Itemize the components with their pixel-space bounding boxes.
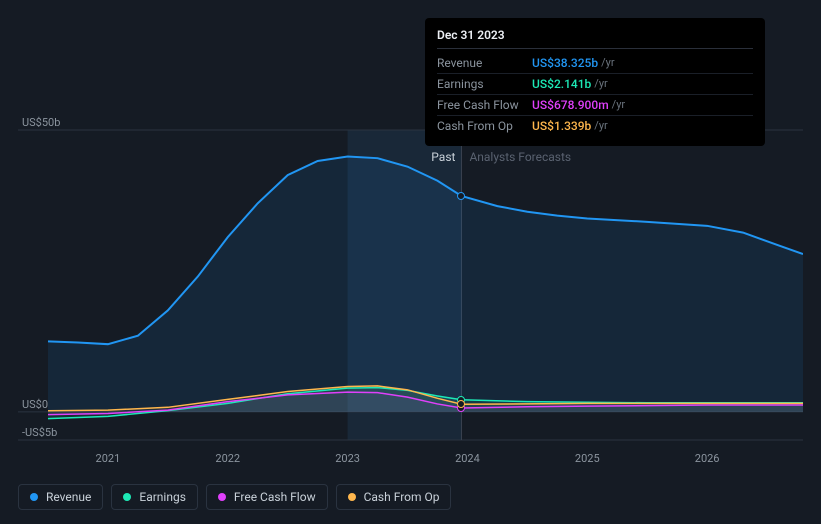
legend-item-label: Cash From Op: [364, 490, 440, 504]
legend-dot-icon: [218, 493, 226, 501]
tooltip-row-value: US$38.325b: [532, 56, 598, 70]
x-axis-label: 2023: [335, 452, 360, 465]
x-axis-label: 2021: [96, 452, 121, 465]
x-axis-labels: 2021 2022 2023 2024 2025 2026: [18, 452, 803, 468]
tooltip-date: Dec 31 2023: [437, 28, 753, 49]
legend-dot-icon: [123, 493, 131, 501]
x-axis-label: 2024: [455, 452, 480, 465]
y-axis-label: US$50b: [22, 116, 60, 129]
tooltip-row-value: US$1.339b: [532, 119, 591, 133]
legend-item-cfo[interactable]: Cash From Op: [336, 484, 452, 510]
tooltip-row-value: US$678.900m: [532, 98, 609, 112]
legend-item-label: Revenue: [46, 490, 91, 504]
series-marker-revenue: [457, 192, 465, 200]
past-section-label: Past: [431, 150, 455, 164]
tooltip-row-unit: /yr: [594, 119, 607, 133]
tooltip-row-label: Earnings: [437, 77, 532, 91]
tooltip-row: Free Cash FlowUS$678.900m/yr: [437, 95, 753, 116]
x-axis-label: 2025: [575, 452, 600, 465]
tooltip-row-label: Revenue: [437, 56, 532, 70]
tooltip-row-label: Free Cash Flow: [437, 98, 532, 112]
legend-item-label: Earnings: [139, 490, 186, 504]
series-marker-cfo: [457, 400, 465, 408]
data-tooltip: Dec 31 2023 RevenueUS$38.325b/yrEarnings…: [425, 18, 765, 146]
tooltip-row-unit: /yr: [612, 98, 625, 112]
legend-dot-icon: [348, 493, 356, 501]
legend-item-revenue[interactable]: Revenue: [18, 484, 103, 510]
x-axis-label: 2026: [695, 452, 720, 465]
tooltip-row: EarningsUS$2.141b/yr: [437, 74, 753, 95]
chart-legend: Revenue Earnings Free Cash Flow Cash From O…: [18, 484, 451, 510]
tooltip-row-label: Cash From Op: [437, 119, 532, 133]
x-axis-label: 2022: [215, 452, 240, 465]
tooltip-row-unit: /yr: [601, 56, 614, 70]
forecast-section-label: Analysts Forecasts: [469, 150, 571, 164]
tooltip-row-value: US$2.141b: [532, 77, 591, 91]
y-axis-label: -US$5b: [22, 426, 57, 439]
tooltip-row: RevenueUS$38.325b/yr: [437, 53, 753, 74]
legend-item-fcf[interactable]: Free Cash Flow: [206, 484, 328, 510]
y-axis-label: US$0: [22, 398, 48, 411]
legend-item-label: Free Cash Flow: [234, 490, 316, 504]
tooltip-row: Cash From OpUS$1.339b/yr: [437, 116, 753, 136]
legend-dot-icon: [30, 493, 38, 501]
legend-item-earnings[interactable]: Earnings: [111, 484, 198, 510]
tooltip-row-unit: /yr: [594, 77, 607, 91]
